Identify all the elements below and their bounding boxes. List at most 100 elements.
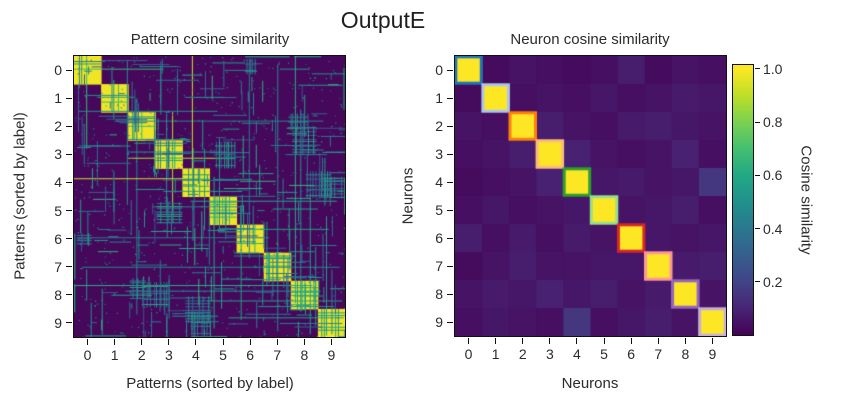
neuron-x-axis-label: Neurons	[561, 375, 619, 392]
neuron-x-tick-label: 7	[654, 346, 663, 362]
neuron-y-tick-mark	[447, 97, 453, 99]
neuron-x-tick-mark	[630, 338, 632, 344]
neuron-x-tick-label: 8	[681, 346, 690, 362]
pattern-y-tick-label: 7	[54, 258, 62, 275]
colorbar-tick-mark	[755, 68, 760, 70]
pattern-y-tick-mark	[66, 97, 72, 99]
neuron-y-tick-label: 1	[435, 90, 443, 106]
pattern-x-tick-mark	[303, 339, 305, 345]
pattern-y-tick-mark	[66, 210, 72, 212]
neuron-x-tick-mark	[684, 338, 686, 344]
pattern-x-tick-mark	[168, 339, 170, 345]
pattern-x-axis-label: Patterns (sorted by label)	[126, 375, 294, 392]
pattern-x-tick-mark	[249, 339, 251, 345]
pattern-y-tick-mark	[66, 294, 72, 296]
pattern-x-tick-label: 4	[192, 347, 200, 363]
pattern-x-tick-mark	[141, 339, 143, 345]
neuron-y-tick-label: 9	[435, 314, 443, 330]
neuron-y-tick-label: 5	[435, 202, 443, 218]
neuron-y-tick-label: 7	[435, 258, 443, 274]
pattern-y-tick-label: 5	[54, 202, 62, 219]
pattern-y-tick-label: 0	[54, 62, 62, 79]
colorbar-tick-mark	[755, 121, 760, 123]
pattern-x-tick-label: 8	[300, 347, 309, 363]
neuron-y-tick-mark	[447, 181, 453, 183]
pattern-x-tick-label: 2	[137, 347, 146, 363]
pattern-x-tick-mark	[195, 339, 197, 345]
neuron-x-tick-label: 4	[573, 346, 581, 362]
pattern-y-tick-mark	[66, 69, 72, 71]
neuron-y-tick-label: 8	[435, 286, 443, 302]
neuron-y-tick-label: 0	[435, 62, 443, 78]
pattern-x-tick-mark	[87, 339, 89, 345]
neuron-y-tick-label: 6	[435, 230, 443, 246]
neuron-heatmap-frame	[454, 55, 727, 337]
pattern-y-tick-mark	[66, 125, 72, 127]
neuron-y-tick-mark	[447, 293, 453, 295]
pattern-y-tick-label: 6	[54, 230, 62, 247]
colorbar-tick-label: 0.8	[763, 114, 783, 131]
pattern-x-tick-label: 3	[164, 347, 173, 363]
neuron-x-tick-mark	[549, 338, 551, 344]
neuron-heatmap-canvas	[455, 56, 726, 336]
pattern-y-tick-label: 8	[54, 286, 62, 303]
pattern-plot-title: Pattern cosine similarity	[130, 31, 290, 48]
neuron-x-tick-label: 6	[627, 346, 636, 362]
colorbar-tick-mark	[755, 228, 760, 230]
pattern-x-tick-label: 0	[83, 347, 92, 363]
pattern-heatmap-frame	[73, 55, 346, 338]
figure-title: OutputE	[340, 7, 426, 33]
neuron-y-tick-label: 3	[435, 146, 443, 162]
pattern-y-tick-mark	[66, 181, 72, 183]
colorbar-tick-label: 0.6	[763, 167, 783, 184]
neuron-x-tick-mark	[495, 338, 497, 344]
pattern-x-tick-mark	[114, 339, 116, 345]
neuron-x-tick-mark	[657, 338, 659, 344]
pattern-y-tick-label: 3	[54, 146, 62, 163]
neuron-y-tick-mark	[447, 321, 453, 323]
pattern-x-tick-mark	[330, 339, 332, 345]
neuron-x-tick-mark	[576, 338, 578, 344]
neuron-y-tick-mark	[447, 153, 453, 155]
pattern-x-tick-label: 7	[273, 347, 282, 363]
pattern-x-tick-label: 9	[327, 347, 336, 363]
neuron-x-tick-label: 1	[491, 346, 500, 362]
neuron-x-tick-label: 3	[545, 346, 554, 362]
neuron-y-tick-mark	[447, 237, 453, 239]
neuron-x-tick-mark	[522, 338, 524, 344]
pattern-heatmap-canvas	[74, 56, 345, 337]
pattern-y-tick-label: 1	[54, 90, 62, 107]
neuron-x-tick-label: 5	[600, 346, 608, 362]
pattern-y-tick-label: 9	[54, 314, 62, 331]
colorbar-label: Cosine similarity	[797, 145, 815, 255]
neuron-x-tick-mark	[468, 338, 470, 344]
colorbar-tick-label: 1.0	[763, 60, 783, 77]
pattern-y-tick-mark	[66, 266, 72, 268]
colorbar-tick-mark	[755, 281, 760, 283]
neuron-plot-title: Neuron cosine similarity	[510, 31, 670, 48]
pattern-y-tick-mark	[66, 153, 72, 155]
pattern-x-tick-mark	[276, 339, 278, 345]
pattern-x-tick-label: 6	[246, 347, 255, 363]
pattern-y-tick-mark	[66, 322, 72, 324]
colorbar-tick-label: 0.2	[763, 273, 783, 290]
neuron-y-tick-label: 2	[435, 118, 443, 134]
neuron-x-tick-label: 2	[518, 346, 527, 362]
colorbar-tick-mark	[755, 174, 760, 176]
neuron-x-tick-label: 9	[708, 346, 717, 362]
pattern-x-tick-label: 1	[110, 347, 119, 363]
neuron-y-tick-label: 4	[435, 174, 443, 190]
pattern-y-axis-label: Patterns (sorted by label)	[11, 112, 29, 280]
pattern-y-tick-label: 2	[54, 118, 62, 135]
neuron-x-tick-mark	[711, 338, 713, 344]
neuron-x-tick-mark	[603, 338, 605, 344]
pattern-x-tick-label: 5	[219, 347, 227, 363]
colorbar	[732, 64, 754, 336]
colorbar-gradient	[733, 65, 753, 335]
colorbar-tick-label: 0.4	[763, 220, 783, 237]
neuron-x-tick-label: 0	[464, 346, 473, 362]
neuron-y-tick-mark	[447, 125, 453, 127]
neuron-y-tick-mark	[447, 265, 453, 267]
neuron-y-tick-mark	[447, 69, 453, 71]
pattern-x-tick-mark	[222, 339, 224, 345]
